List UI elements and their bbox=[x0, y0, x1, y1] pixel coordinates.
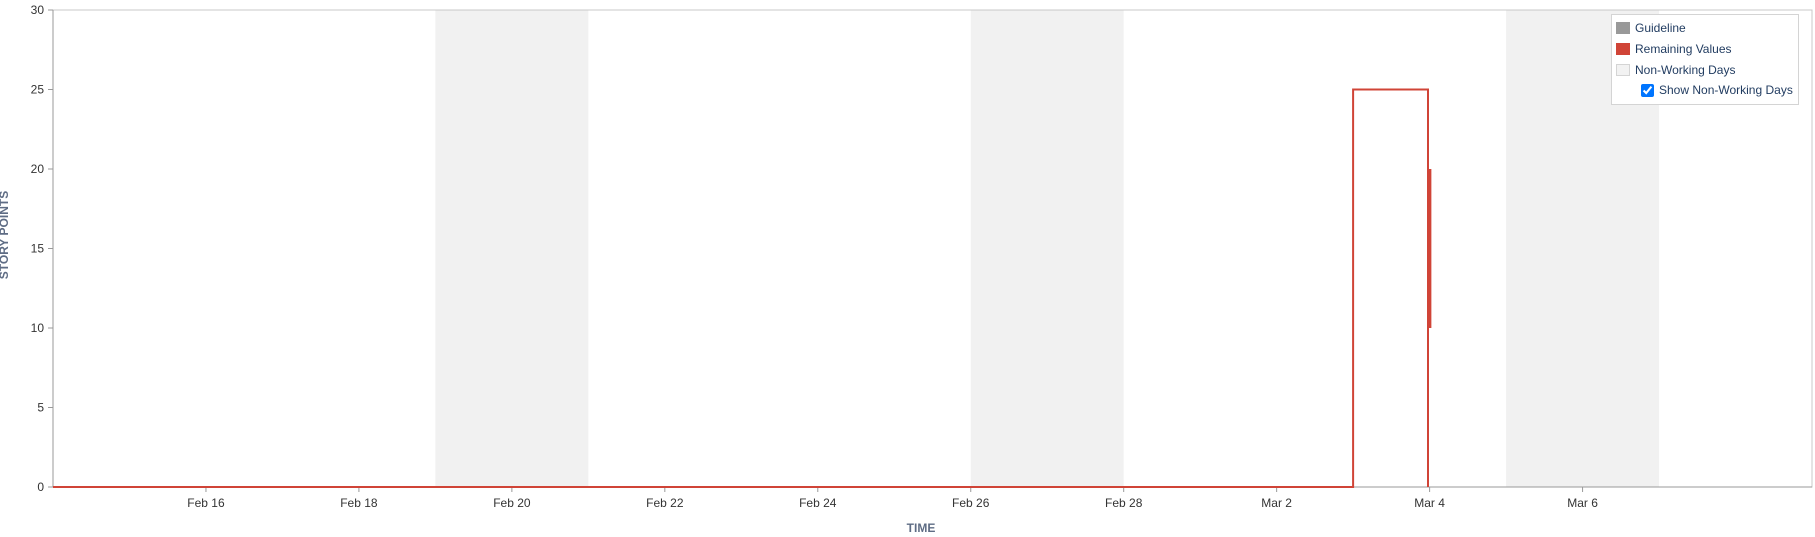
y-tick-label-10: 10 bbox=[31, 321, 45, 335]
x-tick-label-4: Feb 24 bbox=[799, 496, 837, 510]
show-non-working-days-toggle[interactable]: Show Non-Working Days bbox=[1641, 83, 1793, 97]
y-axis-label: STORY POINTS bbox=[0, 191, 11, 279]
remaining-swatch bbox=[1616, 43, 1630, 55]
x-tick-label-2: Feb 20 bbox=[493, 496, 531, 510]
non-working-band-0 bbox=[435, 10, 589, 487]
y-tick-label-25: 25 bbox=[31, 83, 45, 97]
non-working-band-1 bbox=[970, 10, 1124, 487]
y-tick-label-5: 5 bbox=[37, 401, 44, 415]
y-tick-label-15: 15 bbox=[31, 242, 45, 256]
series-layer bbox=[53, 88, 1432, 488]
show-non-working-days-checkbox[interactable] bbox=[1641, 83, 1654, 97]
x-tick-label-8: Mar 4 bbox=[1414, 496, 1445, 510]
series-line-remaining-values bbox=[53, 88, 1429, 488]
legend-item-guideline: Guideline bbox=[1616, 20, 1686, 36]
non-working-days-layer bbox=[435, 10, 1660, 487]
y-tick-label-30: 30 bbox=[31, 3, 45, 17]
legend-label-remaining: Remaining Values bbox=[1635, 42, 1732, 56]
show-non-working-days-label: Show Non-Working Days bbox=[1659, 83, 1793, 97]
legend-item-non-working: Non-Working Days bbox=[1616, 62, 1735, 78]
non-working-swatch bbox=[1616, 64, 1630, 76]
y-tick-label-20: 20 bbox=[31, 162, 45, 176]
legend-item-remaining: Remaining Values bbox=[1616, 41, 1732, 57]
x-tick-label-5: Feb 26 bbox=[952, 496, 990, 510]
x-tick-label-3: Feb 22 bbox=[646, 496, 684, 510]
x-tick-label-1: Feb 18 bbox=[340, 496, 378, 510]
y-tick-label-0: 0 bbox=[37, 480, 44, 494]
legend-label-non-working: Non-Working Days bbox=[1635, 63, 1736, 77]
x-tick-label-9: Mar 6 bbox=[1567, 496, 1598, 510]
x-tick-label-7: Mar 2 bbox=[1261, 496, 1292, 510]
legend-label-guideline: Guideline bbox=[1635, 21, 1686, 35]
x-tick-label-0: Feb 16 bbox=[187, 496, 225, 510]
chart-legend: Guideline Remaining Values Non-Working D… bbox=[1611, 14, 1799, 105]
guideline-swatch bbox=[1616, 22, 1630, 34]
x-axis-label: TIME bbox=[907, 521, 936, 535]
x-tick-label-6: Feb 28 bbox=[1105, 496, 1143, 510]
